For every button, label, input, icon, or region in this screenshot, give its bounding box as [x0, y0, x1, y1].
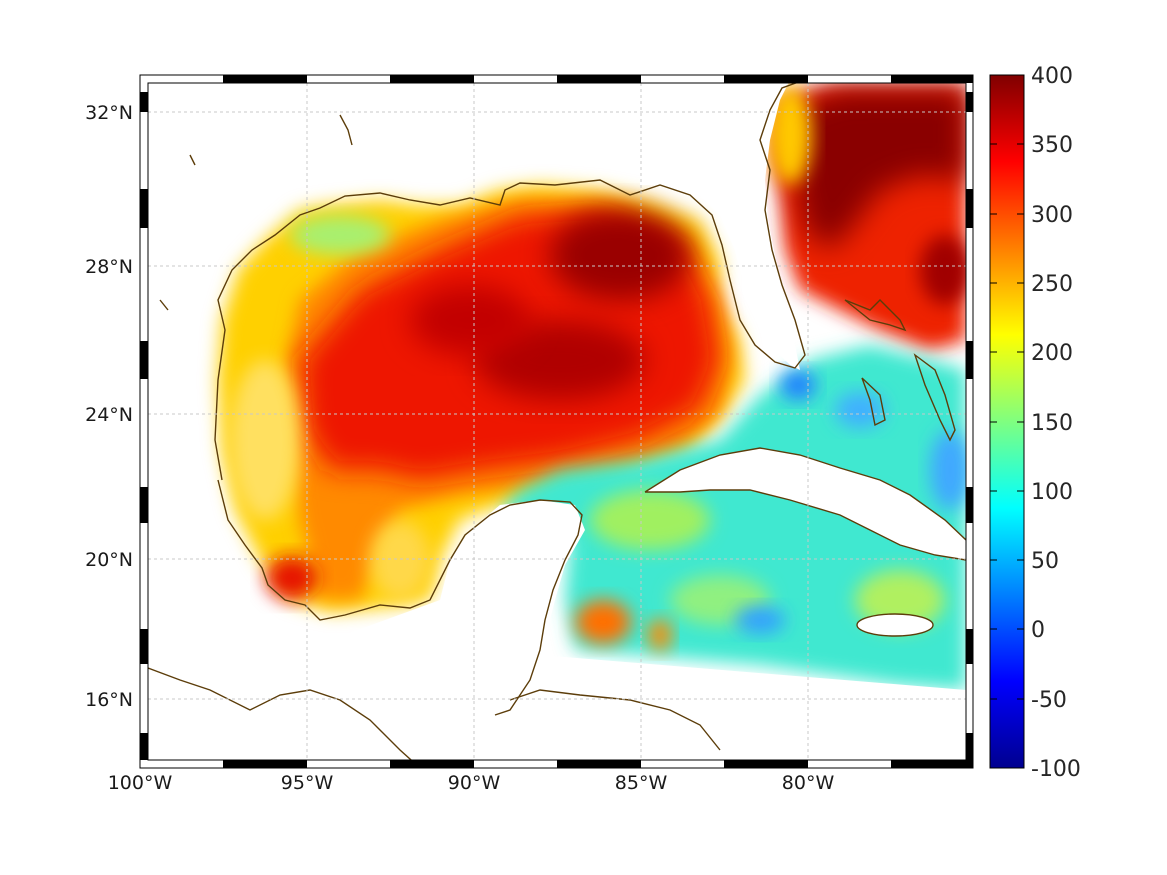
jamaica-land [857, 614, 933, 636]
bahamas-coast [844, 299, 956, 442]
cayman-patch-2 [648, 619, 672, 651]
x-tick-label: 95°W [281, 772, 334, 794]
coastlines [148, 83, 966, 760]
yucatan-land [148, 500, 585, 760]
campeche-eddy [266, 556, 318, 600]
colorbar-tick-label: -100 [1031, 757, 1081, 782]
central-america-land [540, 655, 966, 760]
colorbar-tick-label: 200 [1031, 341, 1073, 366]
colorbar-tick-label: 400 [1031, 64, 1073, 89]
y-axis-labels: 32°N 28°N 24°N 20°N 16°N [85, 102, 133, 711]
map-frame [139, 74, 974, 769]
cayman-patch [575, 600, 631, 644]
y-tick-label: 28°N [85, 256, 133, 278]
y-tick-label: 32°N [85, 102, 133, 124]
straits-blue [780, 370, 816, 400]
loop-current-core [550, 210, 690, 300]
colorbar-tick-label: 350 [1031, 133, 1073, 158]
y-tick-label: 16°N [85, 689, 133, 711]
gulf-coast [214, 83, 806, 481]
y-tick-label: 20°N [85, 549, 133, 571]
colorbar-tick-label: 300 [1031, 203, 1073, 228]
bahamas-blue [930, 430, 966, 510]
colorbar-tick-label: 50 [1031, 549, 1059, 574]
colorbar: 400 350 300 250 200 150 100 50 0 -50 -10… [989, 64, 1081, 782]
atlantic-yellow-edge [768, 85, 812, 185]
gridlines [148, 83, 966, 760]
caribbean-green [590, 490, 710, 550]
colorbar-tick-label: -50 [1031, 688, 1067, 713]
central-america-coast [148, 667, 413, 760]
land-mask [148, 83, 966, 760]
x-tick-label: 100°W [108, 772, 173, 794]
x-tick-label: 90°W [448, 772, 501, 794]
bahamas-blue-2 [835, 392, 885, 428]
colorbar-tick-label: 0 [1031, 618, 1045, 643]
colorbar-ticks [990, 143, 1024, 700]
central-eddy-core-2 [410, 285, 530, 355]
florida-land [640, 83, 800, 370]
colorbar-tick-label: 150 [1031, 411, 1073, 436]
x-tick-label: 85°W [615, 772, 668, 794]
honduras-coast [509, 689, 721, 751]
texas-islands [159, 114, 353, 311]
x-axis-labels: 100°W 95°W 90°W 85°W 80°W [108, 772, 835, 794]
yucatan-shelf-yellow [370, 520, 430, 600]
west-shelf-yellow [230, 360, 300, 520]
x-tick-label: 80°W [782, 772, 835, 794]
colorbar-tick-label: 250 [1031, 272, 1073, 297]
atlantic-darkred [790, 90, 966, 250]
colorbar-tick-label: 100 [1031, 480, 1073, 505]
jamaica-coast [856, 613, 934, 637]
caribbean-blue [735, 606, 785, 634]
data-field [218, 85, 966, 690]
mexico-coast [217, 479, 583, 716]
north-shelf-green [290, 215, 390, 255]
atlantic-dark-patch [920, 235, 966, 305]
y-tick-label: 24°N [85, 404, 133, 426]
cuba-coast [644, 447, 966, 561]
